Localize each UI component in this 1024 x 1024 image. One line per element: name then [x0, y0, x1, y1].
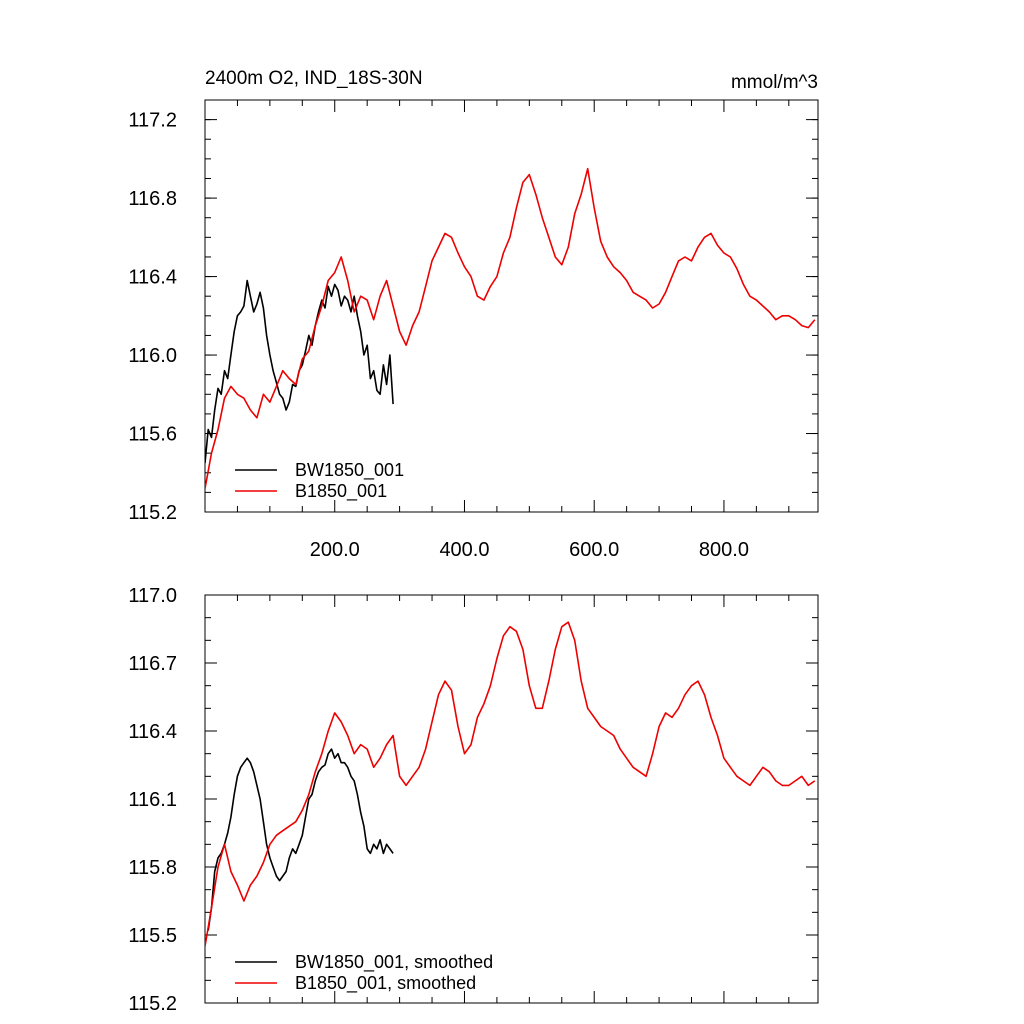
chart-panel-1: 115.2 115.6 116.0 116.4 116.8 117.2 200.0 400.0… [128, 68, 819, 561]
legend-label: BW1850_001, smoothed [295, 952, 493, 973]
y-tick-label: 115.2 [128, 502, 177, 524]
series-line-2 [205, 167, 816, 489]
series-line-1 [207, 748, 394, 931]
y-tick-label: 117.2 [128, 110, 177, 132]
x-tick-label: 800.0 [699, 539, 749, 561]
series-line-2 [205, 621, 816, 947]
y-tick-label: 116.0 [128, 345, 177, 367]
y-tick-label: 115.8 [128, 857, 177, 879]
y-tick-label: 116.4 [128, 721, 177, 743]
legend-label: BW1850_001 [295, 460, 404, 481]
y-tick-label: 116.7 [128, 653, 177, 675]
y-tick-label: 117.0 [128, 585, 177, 607]
y-tick-label: 116.1 [128, 789, 177, 811]
y-tick-label: 115.2 [128, 993, 177, 1015]
legend-label: B1850_001, smoothed [295, 973, 476, 994]
chart-title: 2400m O2, IND_18S-30N [205, 68, 423, 89]
legend-label: B1850_001 [295, 481, 387, 502]
x-tick-label: 400.0 [439, 539, 489, 561]
y-tick-label: 115.5 [128, 925, 177, 947]
units-label: mmol/m^3 [731, 72, 818, 93]
plot-frame [204, 594, 819, 1004]
x-tick-label: 200.0 [310, 539, 360, 561]
y-tick-label: 116.8 [128, 188, 177, 210]
y-tick-label: 116.4 [128, 267, 177, 289]
chart-panel-2: 115.2 115.5 115.8 116.1 116.4 116.7 117.0 BW185… [128, 585, 819, 1015]
y-tick-label: 115.6 [128, 424, 177, 446]
x-tick-label: 600.0 [569, 539, 619, 561]
plot-frame [204, 99, 819, 513]
